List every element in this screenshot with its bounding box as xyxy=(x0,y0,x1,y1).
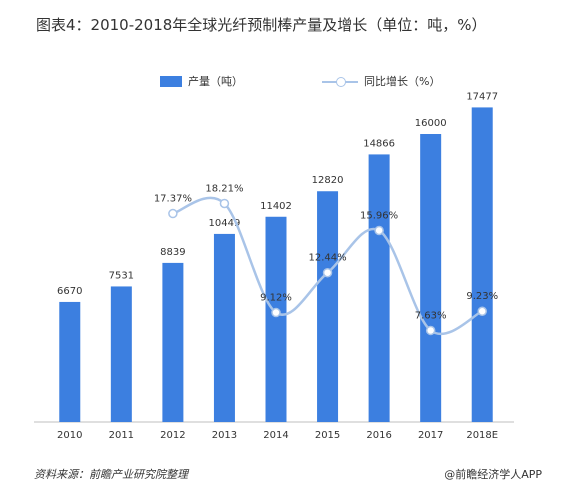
growth-value-label: 15.96% xyxy=(360,210,398,221)
growth-point-2013 xyxy=(219,198,230,209)
bar-2012 xyxy=(162,262,184,422)
bar-value-label: 6670 xyxy=(57,286,82,297)
legend-item-bar: 产量（吨） xyxy=(160,72,243,90)
x-tick-label: 2016 xyxy=(366,430,391,441)
bar-2018E xyxy=(471,107,493,422)
x-tick-label: 2010 xyxy=(57,430,82,441)
bar-value-label: 8839 xyxy=(160,247,185,258)
x-tick-label: 2014 xyxy=(263,430,288,441)
growth-value-label: 7.63% xyxy=(415,310,447,321)
bar-value-label: 17477 xyxy=(466,91,498,102)
x-tick-label: 2013 xyxy=(212,430,237,441)
growth-point-2015 xyxy=(322,267,333,278)
growth-point-2018E xyxy=(477,306,487,316)
bar-2014 xyxy=(265,216,287,422)
legend-item-line: 同比增长（%） xyxy=(322,72,440,90)
growth-value-label: 18.21% xyxy=(205,183,243,194)
legend-bar-label: 产量（吨） xyxy=(188,75,243,88)
source-note: 资料来源：前瞻产业研究院整理 xyxy=(34,468,188,481)
legend-line-swatch xyxy=(322,76,358,87)
bar-2015 xyxy=(317,191,339,422)
growth-point-2016 xyxy=(374,225,384,236)
bar-value-label: 11402 xyxy=(260,201,292,212)
growth-point-2012 xyxy=(168,208,178,219)
bar-2013 xyxy=(213,233,235,422)
chart-title: 图表4：2010-2018年全球光纤预制棒产量及增长（单位：吨，%） xyxy=(36,16,487,34)
growth-value-label: 17.37% xyxy=(154,194,192,205)
bar-value-label: 10449 xyxy=(209,218,241,229)
bar-2010 xyxy=(59,301,81,422)
credit-note: @前瞻经济学人APP xyxy=(444,468,542,481)
legend: 产量（吨） 同比增长（%） xyxy=(0,72,576,90)
legend-bar-swatch xyxy=(160,75,182,87)
bar-2017 xyxy=(420,134,442,422)
bar-value-label: 7531 xyxy=(109,270,134,281)
growth-value-label: 12.44% xyxy=(308,253,346,264)
growth-point-2014 xyxy=(271,307,281,318)
x-tick-label: 2012 xyxy=(160,430,185,441)
bar-value-label: 16000 xyxy=(415,118,447,129)
growth-value-label: 9.23% xyxy=(466,291,498,302)
x-tick-label: 2011 xyxy=(109,430,134,441)
x-tick-label: 2018E xyxy=(466,430,498,441)
bar-value-label: 12820 xyxy=(312,175,344,186)
x-tick-label: 2015 xyxy=(315,430,340,441)
growth-point-2017 xyxy=(425,325,436,336)
bar-value-label: 14866 xyxy=(363,138,395,149)
legend-line-label: 同比增长（%） xyxy=(364,75,441,88)
bar-2016 xyxy=(368,154,390,423)
x-tick-label: 2017 xyxy=(418,430,443,441)
growth-value-label: 9.12% xyxy=(260,293,292,304)
bar-2011 xyxy=(110,286,132,422)
